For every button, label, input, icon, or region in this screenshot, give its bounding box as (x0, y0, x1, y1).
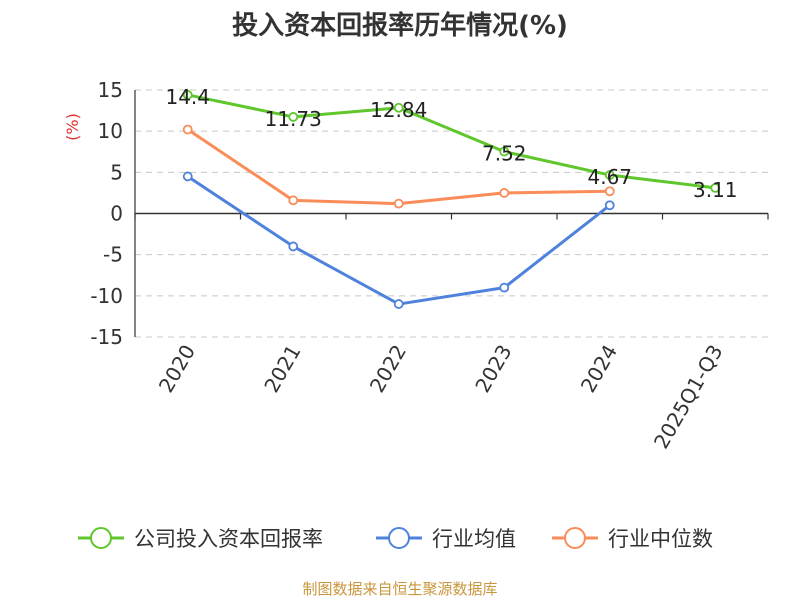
data-label: 14.4 (165, 85, 210, 109)
y-tick-label: 5 (110, 160, 123, 184)
data-point (182, 171, 193, 182)
data-labels: 14.4 11.73 12.84 7.52 4.67 3.11 (165, 85, 737, 202)
data-point (604, 186, 615, 197)
data-point (182, 124, 193, 135)
source-note: 制图数据来自恒生聚源数据库 (302, 580, 497, 598)
data-point (182, 90, 193, 100)
data-label: 12.84 (370, 98, 427, 122)
data-point (604, 170, 615, 180)
data-point (499, 188, 510, 198)
data-label: 11.73 (265, 107, 322, 131)
data-point (604, 200, 615, 211)
x-tick-labels: 2020 2021 2022 2023 2024 2025Q1-Q3 (154, 341, 728, 453)
x-tick-label: 2020 (154, 341, 200, 397)
x-tick-label: 2025Q1-Q3 (649, 341, 728, 453)
data-point (288, 195, 299, 206)
legend-swatch-marker (90, 527, 112, 549)
data-point (710, 182, 721, 193)
x-tick-label: 2024 (576, 341, 622, 397)
data-point (393, 102, 404, 113)
series-line (187, 93, 716, 190)
y-axis-label: (%) (63, 113, 82, 141)
data-point (288, 112, 299, 122)
data-label: 3.11 (693, 178, 738, 202)
data-point (393, 198, 404, 209)
legend-label: 行业均值 (432, 527, 516, 551)
legend-label: 行业中位数 (608, 527, 713, 551)
data-point (499, 282, 510, 293)
chart-title: 投入资本回报率历年情况(%) (232, 10, 568, 41)
legend-swatch-marker (564, 527, 586, 549)
x-tick-label: 2021 (259, 341, 305, 397)
y-tick-label: 0 (110, 202, 123, 226)
data-point (499, 146, 510, 157)
y-tick-label: -15 (90, 325, 123, 349)
y-tick-labels: 15 10 5 0 -5 -10 -15 (90, 78, 123, 349)
legend: 公司投入资本回报率 行业均值 行业中位数 (78, 527, 713, 551)
data-label: 7.52 (482, 142, 527, 166)
y-tick-label: -10 (90, 284, 123, 308)
legend-label: 公司投入资本回报率 (134, 527, 323, 551)
series-line (186, 175, 611, 306)
data-point (393, 299, 404, 309)
y-tick-label: 10 (98, 119, 123, 143)
x-tick-label: 2023 (470, 341, 516, 397)
series-line (186, 128, 610, 206)
data-label: 4.67 (587, 165, 632, 189)
y-tick-label: -5 (103, 243, 123, 267)
x-tick-label: 2022 (365, 341, 411, 397)
legend-swatch-marker (388, 527, 410, 549)
axes (134, 90, 769, 337)
y-tick-label: 15 (98, 78, 123, 102)
data-point (288, 241, 299, 252)
series-lines (182, 90, 721, 309)
